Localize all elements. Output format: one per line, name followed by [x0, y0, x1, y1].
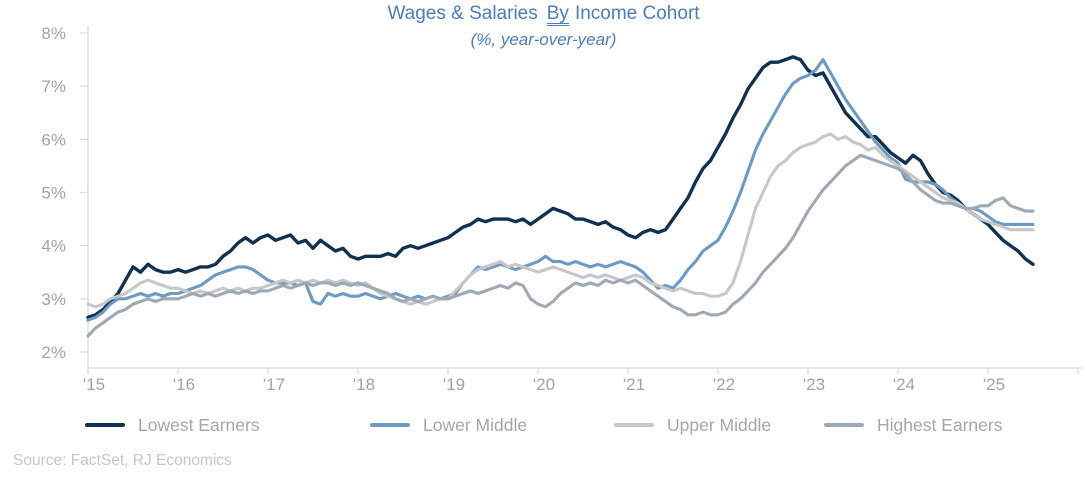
x-tick-label: '22	[713, 375, 735, 394]
legend-swatch-lower-middle	[370, 423, 410, 427]
legend-item-lowest-earners: Lowest Earners	[85, 414, 260, 436]
y-tick-label: 8%	[41, 24, 66, 43]
y-tick-label: 4%	[41, 237, 66, 256]
y-tick-label: 2%	[41, 343, 66, 362]
y-tick-label: 7%	[41, 77, 66, 96]
y-tick-label: 3%	[41, 290, 66, 309]
x-tick-label: '19	[443, 375, 465, 394]
legend-label-lowest-earners: Lowest Earners	[138, 414, 260, 435]
series-line-lowest-earners	[86, 55, 1035, 320]
series-line-upper-middle	[86, 132, 1035, 309]
legend-item-lower-middle: Lower Middle	[370, 414, 527, 436]
legend-swatch-lowest-earners	[85, 423, 125, 427]
x-tick-label: '23	[803, 375, 825, 394]
legend-item-highest-earners: Highest Earners	[824, 414, 1002, 436]
source-note: Source: FactSet, RJ Economics	[13, 452, 232, 469]
legend-label-lower-middle: Lower Middle	[423, 414, 528, 435]
legend-label-upper-middle: Upper Middle	[667, 414, 772, 435]
y-tick-label: 5%	[41, 183, 66, 202]
x-tick-label: '24	[893, 375, 915, 394]
x-tick-label: '16	[173, 375, 195, 394]
legend-swatch-highest-earners	[824, 423, 864, 427]
x-tick-label: '17	[263, 375, 285, 394]
x-tick-label: '15	[83, 375, 105, 394]
x-tick-label: '18	[353, 375, 375, 394]
y-tick-label: 6%	[41, 130, 66, 149]
legend-item-upper-middle: Upper Middle	[614, 414, 771, 436]
series-line-lower-middle	[86, 58, 1035, 322]
x-tick-label: '25	[983, 375, 1005, 394]
legend-swatch-upper-middle	[614, 423, 654, 427]
legend-label-highest-earners: Highest Earners	[877, 414, 1003, 435]
x-tick-label: '20	[533, 375, 555, 394]
x-tick-label: '21	[623, 375, 645, 394]
series-line-highest-earners	[86, 153, 1035, 338]
